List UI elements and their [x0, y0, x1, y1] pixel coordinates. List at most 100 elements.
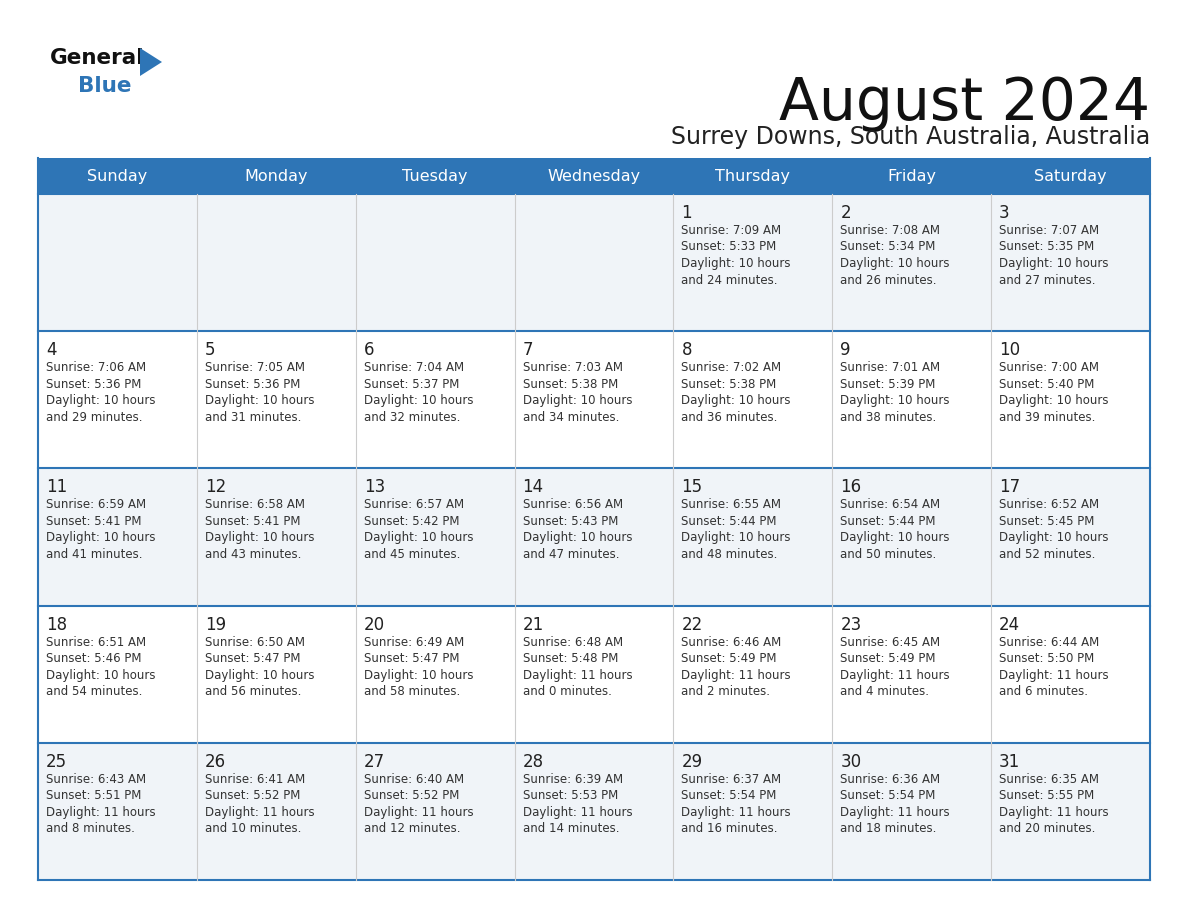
Text: 13: 13 [364, 478, 385, 497]
Text: Thursday: Thursday [715, 169, 790, 184]
Text: Sunrise: 6:50 AM: Sunrise: 6:50 AM [204, 635, 305, 649]
Text: 27: 27 [364, 753, 385, 771]
Text: Sunrise: 7:00 AM: Sunrise: 7:00 AM [999, 361, 1099, 375]
Text: 19: 19 [204, 616, 226, 633]
Text: 12: 12 [204, 478, 226, 497]
Text: 31: 31 [999, 753, 1020, 771]
Text: 25: 25 [46, 753, 68, 771]
Text: Daylight: 11 hours: Daylight: 11 hours [204, 806, 315, 819]
Text: Daylight: 10 hours: Daylight: 10 hours [523, 532, 632, 544]
Text: Blue: Blue [78, 76, 132, 96]
Text: Sunrise: 7:06 AM: Sunrise: 7:06 AM [46, 361, 146, 375]
Text: and 41 minutes.: and 41 minutes. [46, 548, 143, 561]
Bar [355, 158, 514, 194]
Text: Sunrise: 6:58 AM: Sunrise: 6:58 AM [204, 498, 305, 511]
Text: 26: 26 [204, 753, 226, 771]
Bar [674, 158, 833, 194]
Text: and 54 minutes.: and 54 minutes. [46, 685, 143, 698]
Text: Sunrise: 6:40 AM: Sunrise: 6:40 AM [364, 773, 463, 786]
Text: 9: 9 [840, 341, 851, 359]
Text: and 36 minutes.: and 36 minutes. [682, 410, 778, 424]
Text: Sunset: 5:38 PM: Sunset: 5:38 PM [523, 377, 618, 391]
Text: Daylight: 10 hours: Daylight: 10 hours [523, 394, 632, 408]
Bar [833, 194, 991, 331]
Text: Sunset: 5:52 PM: Sunset: 5:52 PM [364, 789, 459, 802]
Text: Daylight: 10 hours: Daylight: 10 hours [682, 394, 791, 408]
Bar [674, 606, 833, 743]
Bar [991, 158, 1150, 194]
Text: and 48 minutes.: and 48 minutes. [682, 548, 778, 561]
Text: Sunrise: 6:41 AM: Sunrise: 6:41 AM [204, 773, 305, 786]
Text: Daylight: 11 hours: Daylight: 11 hours [840, 668, 950, 681]
Text: Sunset: 5:41 PM: Sunset: 5:41 PM [204, 515, 301, 528]
Text: Monday: Monday [245, 169, 308, 184]
Text: Sunset: 5:50 PM: Sunset: 5:50 PM [999, 652, 1094, 666]
Text: Sunrise: 6:44 AM: Sunrise: 6:44 AM [999, 635, 1099, 649]
Bar [355, 743, 514, 880]
Text: and 27 minutes.: and 27 minutes. [999, 274, 1095, 286]
Text: Sunset: 5:33 PM: Sunset: 5:33 PM [682, 241, 777, 253]
Text: Sunrise: 7:02 AM: Sunrise: 7:02 AM [682, 361, 782, 375]
Bar [38, 331, 197, 468]
Text: Sunrise: 6:36 AM: Sunrise: 6:36 AM [840, 773, 941, 786]
Bar [355, 331, 514, 468]
Text: 18: 18 [46, 616, 68, 633]
Text: and 12 minutes.: and 12 minutes. [364, 823, 460, 835]
Text: and 45 minutes.: and 45 minutes. [364, 548, 460, 561]
Text: Tuesday: Tuesday [403, 169, 468, 184]
Bar [197, 468, 355, 606]
Text: Sunset: 5:36 PM: Sunset: 5:36 PM [46, 377, 141, 391]
Bar [833, 331, 991, 468]
Bar [674, 468, 833, 606]
Text: Sunrise: 6:56 AM: Sunrise: 6:56 AM [523, 498, 623, 511]
Text: Sunrise: 6:55 AM: Sunrise: 6:55 AM [682, 498, 782, 511]
Text: 22: 22 [682, 616, 702, 633]
Bar [514, 331, 674, 468]
Text: 21: 21 [523, 616, 544, 633]
Text: Daylight: 10 hours: Daylight: 10 hours [840, 257, 949, 270]
Text: Sunrise: 6:46 AM: Sunrise: 6:46 AM [682, 635, 782, 649]
Text: and 29 minutes.: and 29 minutes. [46, 410, 143, 424]
Text: Sunrise: 7:04 AM: Sunrise: 7:04 AM [364, 361, 463, 375]
Text: and 18 minutes.: and 18 minutes. [840, 823, 936, 835]
Polygon shape [140, 48, 162, 76]
Text: and 34 minutes.: and 34 minutes. [523, 410, 619, 424]
Text: Daylight: 11 hours: Daylight: 11 hours [682, 806, 791, 819]
Bar [991, 606, 1150, 743]
Text: Sunrise: 6:59 AM: Sunrise: 6:59 AM [46, 498, 146, 511]
Text: and 8 minutes.: and 8 minutes. [46, 823, 135, 835]
Bar [833, 468, 991, 606]
Text: Sunrise: 6:35 AM: Sunrise: 6:35 AM [999, 773, 1099, 786]
Text: Sunset: 5:52 PM: Sunset: 5:52 PM [204, 789, 301, 802]
Text: and 2 minutes.: and 2 minutes. [682, 685, 771, 698]
Text: Sunrise: 7:03 AM: Sunrise: 7:03 AM [523, 361, 623, 375]
Text: Sunset: 5:45 PM: Sunset: 5:45 PM [999, 515, 1094, 528]
Text: General: General [50, 48, 145, 68]
Text: and 24 minutes.: and 24 minutes. [682, 274, 778, 286]
Text: 4: 4 [46, 341, 57, 359]
Bar [38, 158, 197, 194]
Text: Sunset: 5:49 PM: Sunset: 5:49 PM [840, 652, 936, 666]
Text: Sunrise: 6:37 AM: Sunrise: 6:37 AM [682, 773, 782, 786]
Text: and 10 minutes.: and 10 minutes. [204, 823, 302, 835]
Text: Daylight: 10 hours: Daylight: 10 hours [204, 532, 315, 544]
Text: and 43 minutes.: and 43 minutes. [204, 548, 302, 561]
Bar [674, 194, 833, 331]
Bar [38, 606, 197, 743]
Text: and 38 minutes.: and 38 minutes. [840, 410, 936, 424]
Text: 14: 14 [523, 478, 544, 497]
Text: Daylight: 11 hours: Daylight: 11 hours [523, 668, 632, 681]
Text: 28: 28 [523, 753, 544, 771]
Text: Daylight: 10 hours: Daylight: 10 hours [840, 532, 949, 544]
Text: Wednesday: Wednesday [548, 169, 640, 184]
Bar [514, 158, 674, 194]
Text: 29: 29 [682, 753, 702, 771]
Text: and 0 minutes.: and 0 minutes. [523, 685, 612, 698]
Text: Sunset: 5:39 PM: Sunset: 5:39 PM [840, 377, 936, 391]
Bar [991, 194, 1150, 331]
Text: Sunrise: 6:54 AM: Sunrise: 6:54 AM [840, 498, 941, 511]
Text: 5: 5 [204, 341, 215, 359]
Text: 23: 23 [840, 616, 861, 633]
Bar [991, 468, 1150, 606]
Text: Daylight: 10 hours: Daylight: 10 hours [364, 394, 473, 408]
